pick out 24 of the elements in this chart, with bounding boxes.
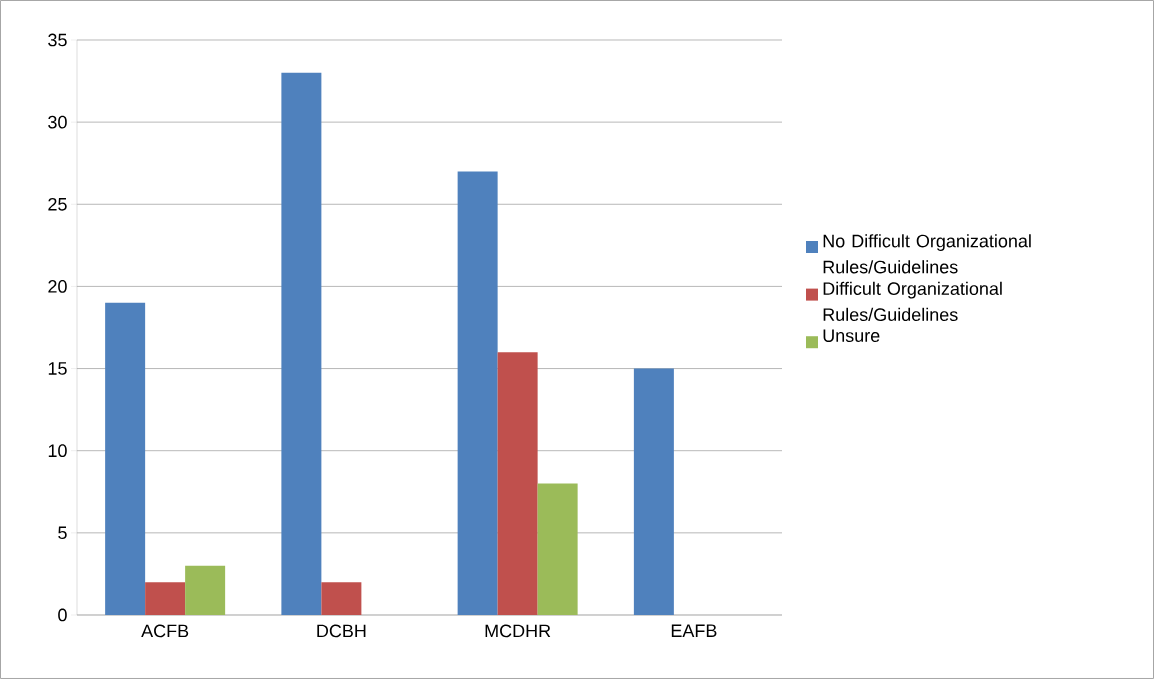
bar [321,582,362,615]
y-tick-label: 30 [48,115,67,129]
y-tick-label: 0 [58,608,67,622]
x-tick-label: ACFB [141,624,189,638]
y-tick-label: 15 [48,362,67,375]
x-tick-label: EAFB [671,624,717,637]
x-tick-label: DCBH [317,624,366,638]
bar [281,72,322,615]
y-tick-label: 35 [48,33,67,47]
y-tick-label: 5 [58,526,67,540]
legend-label: No Difficult Organizational Rules/Guidelines [823,234,1031,274]
bar [497,352,538,615]
y-tick-label: 10 [48,444,67,458]
bar [185,565,226,615]
x-tick-label: MCDHR [485,624,551,638]
y-tick-label: 25 [48,197,67,211]
bar [633,368,674,615]
bar [145,582,186,615]
bar [105,302,146,615]
bar [457,171,498,615]
legend-label: Difficult Organizational Rules/Guidelines [823,281,1002,322]
bar [537,483,578,615]
y-tick-label: 20 [48,280,67,293]
legend-label: Unsure [823,329,880,342]
